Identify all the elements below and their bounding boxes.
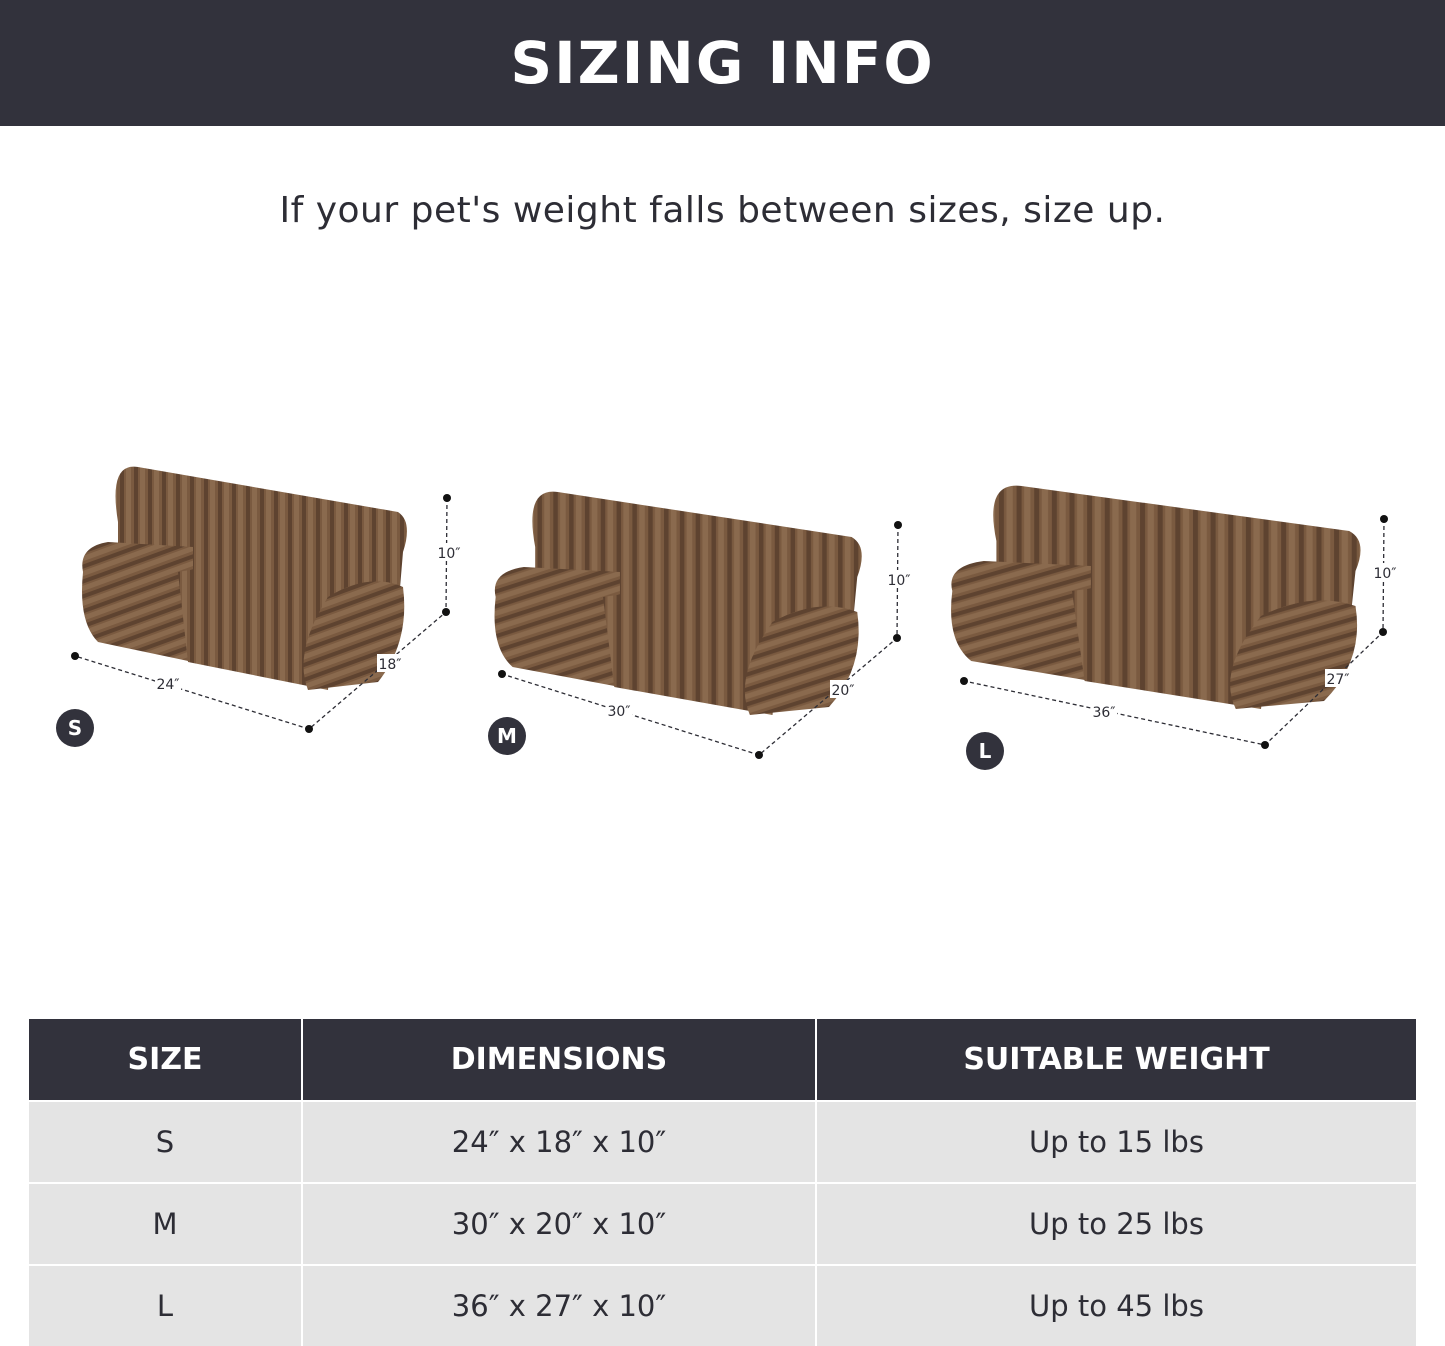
cell-size: S bbox=[29, 1100, 303, 1183]
cell-size: L bbox=[29, 1264, 303, 1346]
header-suitable-weight: SUITABLE WEIGHT bbox=[816, 1019, 1416, 1101]
height-label-s: 10″ bbox=[437, 546, 460, 562]
cell-dimensions: 30″ x 20″ x 10″ bbox=[302, 1182, 817, 1265]
size-badge-s: S bbox=[68, 716, 82, 740]
width-label-l: 36″ bbox=[1092, 705, 1115, 721]
depth-label-s: 18″ bbox=[378, 657, 401, 673]
bed-large-image bbox=[951, 485, 1361, 709]
header-size: SIZE bbox=[29, 1019, 303, 1101]
sizing-advice: If your pet's weight falls between sizes… bbox=[279, 190, 1166, 231]
height-label-m: 10″ bbox=[887, 573, 910, 589]
width-label-s: 24″ bbox=[156, 677, 179, 693]
page-title: SIZING INFO bbox=[510, 29, 935, 97]
cell-size: M bbox=[29, 1182, 303, 1265]
cell-dimensions: 36″ x 27″ x 10″ bbox=[302, 1264, 817, 1346]
bed-illustrations: 10″ 18″ 24″ 10″ 20″ 30″ 10″ 27″ 36″ S M … bbox=[56, 466, 1398, 770]
depth-label-m: 20″ bbox=[831, 683, 854, 699]
sizing-table: SIZE DIMENSIONS SUITABLE WEIGHT S 24″ x … bbox=[29, 1019, 1416, 1346]
width-label-m: 30″ bbox=[607, 704, 630, 720]
bed-medium-image bbox=[494, 491, 862, 715]
depth-label-l: 27″ bbox=[1326, 672, 1349, 688]
cell-weight: Up to 15 lbs bbox=[816, 1100, 1416, 1183]
height-label-l: 10″ bbox=[1373, 566, 1396, 582]
table-row: M 30″ x 20″ x 10″ Up to 25 lbs bbox=[29, 1182, 1416, 1265]
table-row: L 36″ x 27″ x 10″ Up to 45 lbs bbox=[29, 1264, 1416, 1346]
size-badge-l: L bbox=[979, 739, 992, 763]
table-row: S 24″ x 18″ x 10″ Up to 15 lbs bbox=[29, 1100, 1416, 1183]
title-banner: SIZING INFO bbox=[0, 0, 1445, 126]
table-header-row: SIZE DIMENSIONS SUITABLE WEIGHT bbox=[29, 1019, 1416, 1101]
dimension-dots bbox=[71, 494, 1388, 759]
cell-dimensions: 24″ x 18″ x 10″ bbox=[302, 1100, 817, 1183]
size-badge-m: M bbox=[497, 724, 517, 748]
cell-weight: Up to 45 lbs bbox=[816, 1264, 1416, 1346]
cell-weight: Up to 25 lbs bbox=[816, 1182, 1416, 1265]
header-dimensions: DIMENSIONS bbox=[302, 1019, 817, 1101]
size-badges: S M L bbox=[56, 709, 1004, 770]
bed-small-image bbox=[82, 466, 407, 690]
